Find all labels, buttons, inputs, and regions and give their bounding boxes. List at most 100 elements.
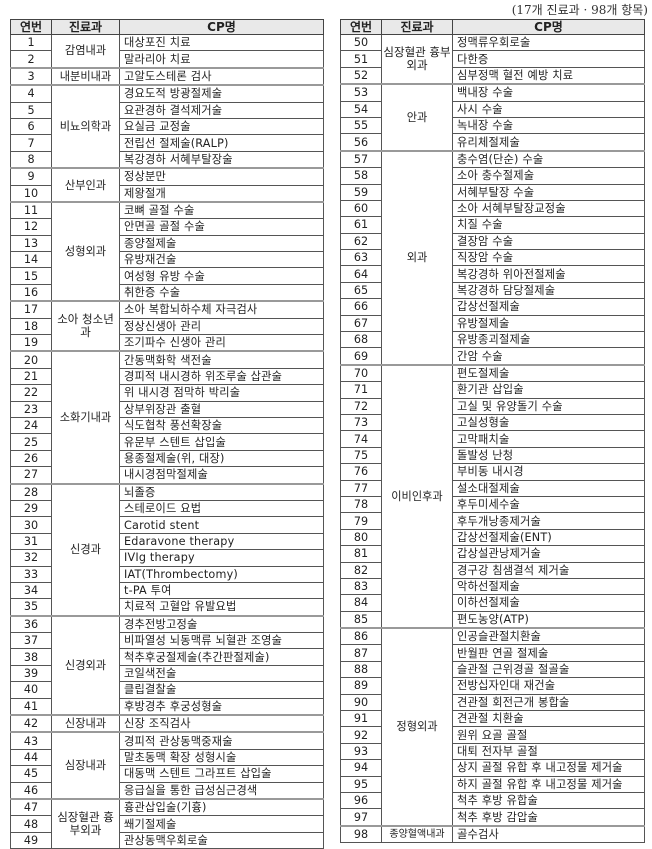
cp-name: 결장암 수술 bbox=[452, 232, 645, 251]
row-number: 9 bbox=[10, 167, 52, 186]
cp-name: 전립선 절제술(RALP) bbox=[119, 134, 324, 152]
cp-name: 골수검사 bbox=[452, 824, 645, 844]
cp-name: 정맥류우회로술 bbox=[452, 33, 645, 52]
cp-name: 유문부 스텐트 삽입술 bbox=[119, 433, 324, 451]
row-number: 98 bbox=[340, 824, 382, 844]
row-number: 76 bbox=[340, 463, 382, 481]
department-cell: 신경과 bbox=[51, 482, 120, 617]
department-cell: 심장내과 bbox=[51, 731, 120, 800]
cp-name: 코뼈 골절 수술 bbox=[119, 200, 324, 220]
table-row: 54 사시 수술 bbox=[340, 100, 645, 118]
table-row: 96 척추 후방 유합술 bbox=[340, 791, 645, 810]
row-number: 3 bbox=[10, 66, 52, 86]
table-row: 73 고실성형술 bbox=[340, 413, 645, 432]
table-row: 17 소아 청소년과 소아 복합뇌하수체 자극검사 bbox=[10, 300, 324, 352]
row-number: 28 bbox=[10, 482, 52, 501]
header-no: 연번 bbox=[340, 19, 382, 35]
row-number: 80 bbox=[340, 528, 382, 547]
row-number: 72 bbox=[340, 397, 382, 415]
cp-name: 반월판 연골 절제술 bbox=[452, 644, 645, 662]
cp-name: IVIg therapy bbox=[119, 549, 324, 567]
row-number: 49 bbox=[10, 831, 52, 849]
row-number: 24 bbox=[10, 416, 52, 435]
row-number: 51 bbox=[340, 50, 382, 68]
cp-name: 경피적 관상동맥중재술 bbox=[119, 731, 324, 750]
row-number: 20 bbox=[10, 350, 52, 369]
cp-name: 여성형 유방 수술 bbox=[119, 267, 324, 285]
table-row: 12 안면골 골절 수술 bbox=[10, 218, 324, 236]
cp-name: 백내장 수술 bbox=[452, 83, 645, 102]
row-number: 32 bbox=[10, 549, 52, 567]
row-number: 71 bbox=[340, 381, 382, 399]
row-number: 4 bbox=[10, 84, 52, 103]
table-row: 50 심장혈관 흉부외과 정맥류우회로술 bbox=[340, 33, 645, 85]
cp-name: 척추후궁절제술(추간판절제술) bbox=[119, 648, 324, 666]
table-row: 3 내분비내과 고알도스테론 검사 bbox=[10, 66, 324, 86]
cp-name: 척추 후방 감압술 bbox=[452, 808, 645, 827]
cp-name: 제왕절개 bbox=[119, 184, 324, 203]
row-number: 79 bbox=[340, 512, 382, 530]
row-number: 55 bbox=[340, 116, 382, 135]
department-cell: 성형외과 bbox=[51, 200, 120, 302]
department-cell: 심장혈관 흉부외과 bbox=[381, 34, 453, 85]
row-number: 84 bbox=[340, 594, 382, 612]
cp-name: 후두미세수술 bbox=[452, 495, 645, 514]
cp-name: 내시경점막절제술 bbox=[119, 466, 324, 485]
header-no: 연번 bbox=[10, 19, 52, 35]
row-number: 85 bbox=[340, 610, 382, 629]
table-row: 94 상지 골절 유합 후 내고정물 제거술 bbox=[340, 759, 645, 777]
summary-caption: (17개 진료과 · 98개 항목) bbox=[511, 3, 648, 17]
cp-name: 용종절제술(위, 대장) bbox=[119, 449, 324, 468]
row-number: 81 bbox=[340, 545, 382, 563]
row-number: 68 bbox=[340, 331, 382, 349]
cp-name: 상지 골절 유합 후 내고정물 제거술 bbox=[452, 759, 645, 777]
cp-name: 말초동맥 확장 성형시술 bbox=[119, 748, 324, 767]
cp-name: 경요도적 방광절제술 bbox=[119, 84, 324, 103]
row-number: 7 bbox=[10, 134, 52, 152]
cp-name: 편도절제술 bbox=[452, 363, 645, 383]
row-number: 47 bbox=[10, 797, 52, 817]
table-row: 18 정상신생아 관리 bbox=[10, 317, 324, 336]
row-number: 5 bbox=[10, 101, 52, 119]
cp-name: 유방종괴절제술 bbox=[452, 331, 645, 349]
row-number: 46 bbox=[10, 781, 52, 800]
table-row: 37 비파열성 뇌동맥류 뇌혈관 조영술 bbox=[10, 632, 324, 650]
row-number: 34 bbox=[10, 581, 52, 600]
header-dept: 진료과 bbox=[51, 19, 120, 35]
table-row: 41 후방경추 후궁성형술 bbox=[10, 697, 324, 716]
row-number: 39 bbox=[10, 664, 52, 683]
table-row: 98 종양혈액내과 골수검사 bbox=[340, 824, 645, 844]
cp-name: 이하선절제술 bbox=[452, 594, 645, 612]
row-number: 59 bbox=[340, 183, 382, 201]
cp-name: 복강경하 위아전절제술 bbox=[452, 265, 645, 283]
cp-name: 위 내시경 점막하 박리술 bbox=[119, 384, 324, 402]
table-row: 53 안과 백내장 수술 bbox=[340, 83, 645, 152]
row-number: 15 bbox=[10, 267, 52, 285]
table-row: 11 성형외과 코뼈 골절 수술 bbox=[10, 200, 324, 302]
row-number: 37 bbox=[10, 632, 52, 650]
row-number: 13 bbox=[10, 234, 52, 253]
row-number: 22 bbox=[10, 384, 52, 402]
table-row: 4 비뇨의학과 경요도적 방광절제술 bbox=[10, 84, 324, 169]
row-number: 75 bbox=[340, 446, 382, 465]
table-row: 62 결장암 수술 bbox=[340, 232, 645, 251]
row-number: 44 bbox=[10, 748, 52, 767]
cp-name: 소아 충수절제술 bbox=[452, 167, 645, 185]
department-cell: 안과 bbox=[381, 83, 453, 152]
cp-name: 클립결찰술 bbox=[119, 681, 324, 699]
cp-name: 쐐기절제술 bbox=[119, 815, 324, 833]
table-row: 40 클립결찰술 bbox=[10, 681, 324, 699]
cp-name: 갑상설관낭제거술 bbox=[452, 545, 645, 563]
cp-name: 사시 수술 bbox=[452, 100, 645, 118]
row-number: 66 bbox=[340, 298, 382, 316]
row-number: 14 bbox=[10, 251, 52, 269]
cp-name: Carotid stent bbox=[119, 516, 324, 534]
cp-name: 후두개낭종제거술 bbox=[452, 512, 645, 530]
table-row: 42 신장내과 신장 조직검사 bbox=[10, 713, 324, 733]
cp-name: 견관절 회전근개 봉합술 bbox=[452, 693, 645, 712]
cp-name: 간동맥화학 색전술 bbox=[119, 350, 324, 369]
cp-name: 종양절제술 bbox=[119, 234, 324, 253]
row-number: 31 bbox=[10, 532, 52, 551]
row-number: 38 bbox=[10, 648, 52, 666]
table-row: 20 소화기내과 간동맥화학 색전술 bbox=[10, 350, 324, 485]
